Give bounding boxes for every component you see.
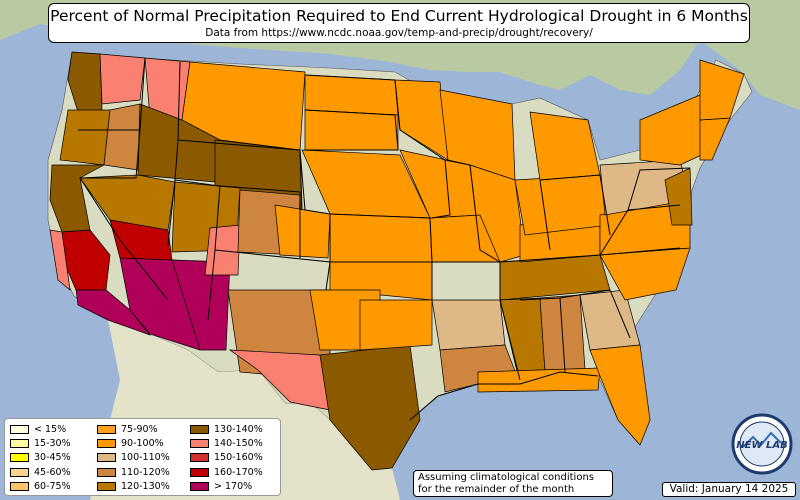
- legend-swatch: [97, 481, 116, 491]
- region-ut-se: [204, 224, 241, 276]
- region-or-east: [103, 103, 141, 171]
- legend-swatch: [10, 467, 29, 477]
- legend-item: 30-45%: [10, 451, 71, 465]
- legend-swatch: [190, 481, 209, 491]
- map-title: Percent of Normal Precipitation Required…: [50, 7, 748, 25]
- region-nd: [304, 74, 399, 116]
- legend: < 15% 15-30% 30-45% 45-60% 60-75% 75-90% 90-1…: [4, 418, 281, 496]
- drought-regions: [49, 51, 745, 471]
- region-wa-east: [99, 53, 146, 105]
- valid-date: Valid: January 14 2025: [662, 482, 796, 497]
- region-ks: [329, 213, 433, 263]
- legend-item: 110-120%: [97, 465, 170, 479]
- legend-label: 120-130%: [121, 480, 170, 492]
- region-in-oh: [514, 174, 611, 236]
- legend-label: 45-60%: [34, 466, 71, 478]
- region-nv-north: [79, 174, 176, 231]
- legend-item: < 15%: [10, 422, 71, 436]
- legend-label: 130-140%: [214, 423, 263, 435]
- region-gulf-coast: [477, 367, 601, 393]
- legend-swatch: [190, 424, 209, 434]
- legend-item: 60-75%: [10, 479, 71, 493]
- legend-swatch: [10, 424, 29, 434]
- legend-label: 100-110%: [121, 452, 170, 464]
- region-ca-coast: [49, 229, 71, 291]
- region-or-west: [59, 109, 111, 166]
- legend-label: 90-100%: [121, 437, 164, 449]
- legend-item: 15-30%: [10, 436, 71, 450]
- legend-label: 75-90%: [121, 423, 158, 435]
- legend-label: > 170%: [214, 480, 253, 492]
- legend-label: 60-75%: [34, 480, 71, 492]
- region-ca-south: [75, 289, 152, 336]
- legend-column-2: 75-90% 90-100% 100-110% 110-120% 120-130%: [97, 422, 170, 493]
- region-ar: [431, 299, 506, 351]
- legend-item: 100-110%: [97, 451, 170, 465]
- region-fl: [589, 344, 651, 446]
- legend-item: 90-100%: [97, 436, 170, 450]
- legend-swatch: [97, 467, 116, 477]
- legend-item: 140-150%: [190, 436, 263, 450]
- legend-swatch: [190, 453, 209, 463]
- logo-lettering: NEW LAB: [736, 440, 787, 451]
- legend-label: 110-120%: [121, 466, 170, 478]
- legend-label: 160-170%: [214, 466, 263, 478]
- legend-swatch: [10, 481, 29, 491]
- legend-label: 15-30%: [34, 437, 71, 449]
- note-line-1: Assuming climatological conditions: [418, 472, 594, 483]
- legend-column-3: 130-140% 140-150% 150-160% 160-170% > 170%: [190, 422, 263, 493]
- legend-label: 140-150%: [214, 437, 263, 449]
- region-sd: [304, 109, 399, 151]
- legend-swatch: [97, 453, 116, 463]
- legend-item: > 170%: [190, 479, 263, 493]
- note-line-2: for the remainder of the month: [418, 484, 575, 495]
- region-me: [699, 59, 745, 121]
- legend-item: 130-140%: [190, 422, 263, 436]
- legend-label: 30-45%: [34, 452, 71, 464]
- legend-swatch: [190, 467, 209, 477]
- legend-item: 75-90%: [97, 422, 170, 436]
- map-subtitle: Data from https://www.ncdc.noaa.gov/temp…: [205, 27, 593, 39]
- legend-column-1: < 15% 15-30% 30-45% 45-60% 60-75%: [10, 422, 71, 493]
- assumption-note: Assuming climatological conditions for t…: [413, 470, 613, 497]
- title-box: Percent of Normal Precipitation Required…: [48, 3, 750, 43]
- gulf-coast-line: [409, 371, 599, 421]
- legend-item: 120-130%: [97, 479, 170, 493]
- state-boundaries: [78, 57, 691, 381]
- legend-swatch: [97, 424, 116, 434]
- legend-swatch: [10, 453, 29, 463]
- legend-item: 45-60%: [10, 465, 71, 479]
- region-tx-north: [359, 299, 433, 351]
- region-tx-west: [228, 349, 331, 411]
- region-nj-md: [664, 167, 693, 226]
- region-ny: [639, 94, 713, 166]
- legend-item: 160-170%: [190, 465, 263, 479]
- legend-item: 150-160%: [190, 451, 263, 465]
- legend-swatch: [97, 438, 116, 448]
- legend-label: < 15%: [34, 423, 67, 435]
- lab-logo: NEW LAB: [731, 413, 793, 475]
- legend-swatch: [10, 438, 29, 448]
- legend-swatch: [190, 438, 209, 448]
- legend-label: 150-160%: [214, 452, 263, 464]
